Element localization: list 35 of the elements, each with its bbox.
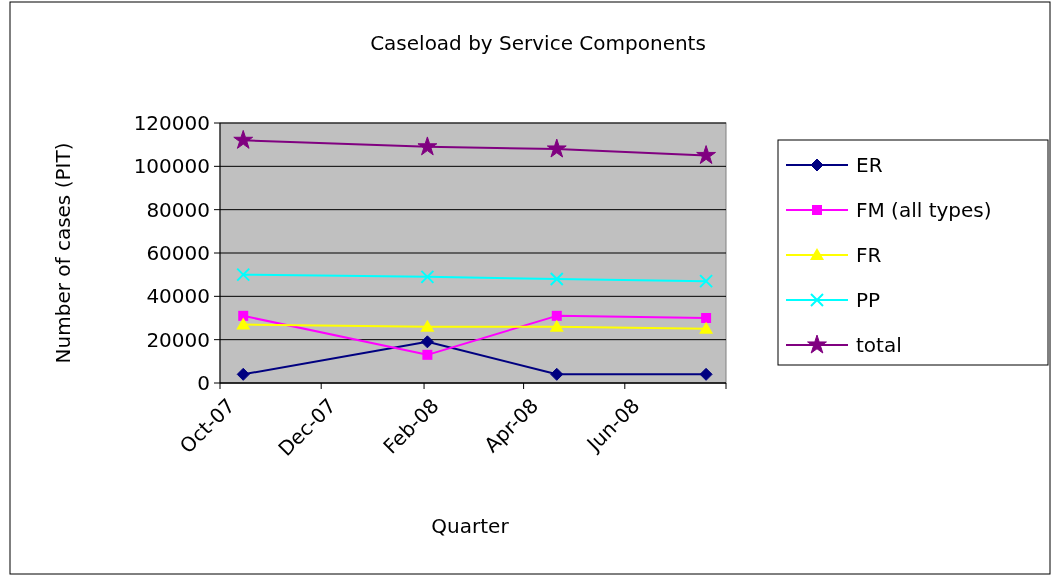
y-tick-label: 120000 <box>133 111 210 135</box>
y-tick-label: 40000 <box>146 284 210 309</box>
point <box>699 367 713 381</box>
point <box>701 313 712 323</box>
point <box>236 317 251 330</box>
point <box>236 367 250 381</box>
point <box>420 269 435 284</box>
legend-label: total <box>856 333 902 357</box>
legend-label: ER <box>856 153 883 177</box>
point <box>417 136 438 156</box>
point <box>546 138 567 158</box>
y-tick-label: 80000 <box>146 197 210 222</box>
point <box>699 321 714 334</box>
y-tick-label: 0 <box>197 371 210 395</box>
point <box>550 367 564 381</box>
y-axis-title: Number of cases (PIT) <box>51 142 75 364</box>
y-tick-label: 100000 <box>133 154 210 179</box>
chart-title: Caseload by Service Components <box>370 31 706 55</box>
point <box>238 310 249 321</box>
x-axis-title: Quarter <box>431 514 510 538</box>
point <box>551 310 562 321</box>
point <box>420 319 435 332</box>
legend-label: FR <box>856 243 882 267</box>
legend-label: FM (all types) <box>856 198 992 222</box>
point <box>549 272 564 286</box>
point <box>420 335 434 349</box>
y-tick-label: 20000 <box>146 327 210 352</box>
point <box>696 145 717 165</box>
point <box>236 267 251 282</box>
legend-label: PP <box>856 288 881 312</box>
y-tick-label: 60000 <box>146 241 210 265</box>
point <box>549 319 564 332</box>
point <box>699 274 714 289</box>
point <box>233 129 254 149</box>
point <box>422 349 433 360</box>
